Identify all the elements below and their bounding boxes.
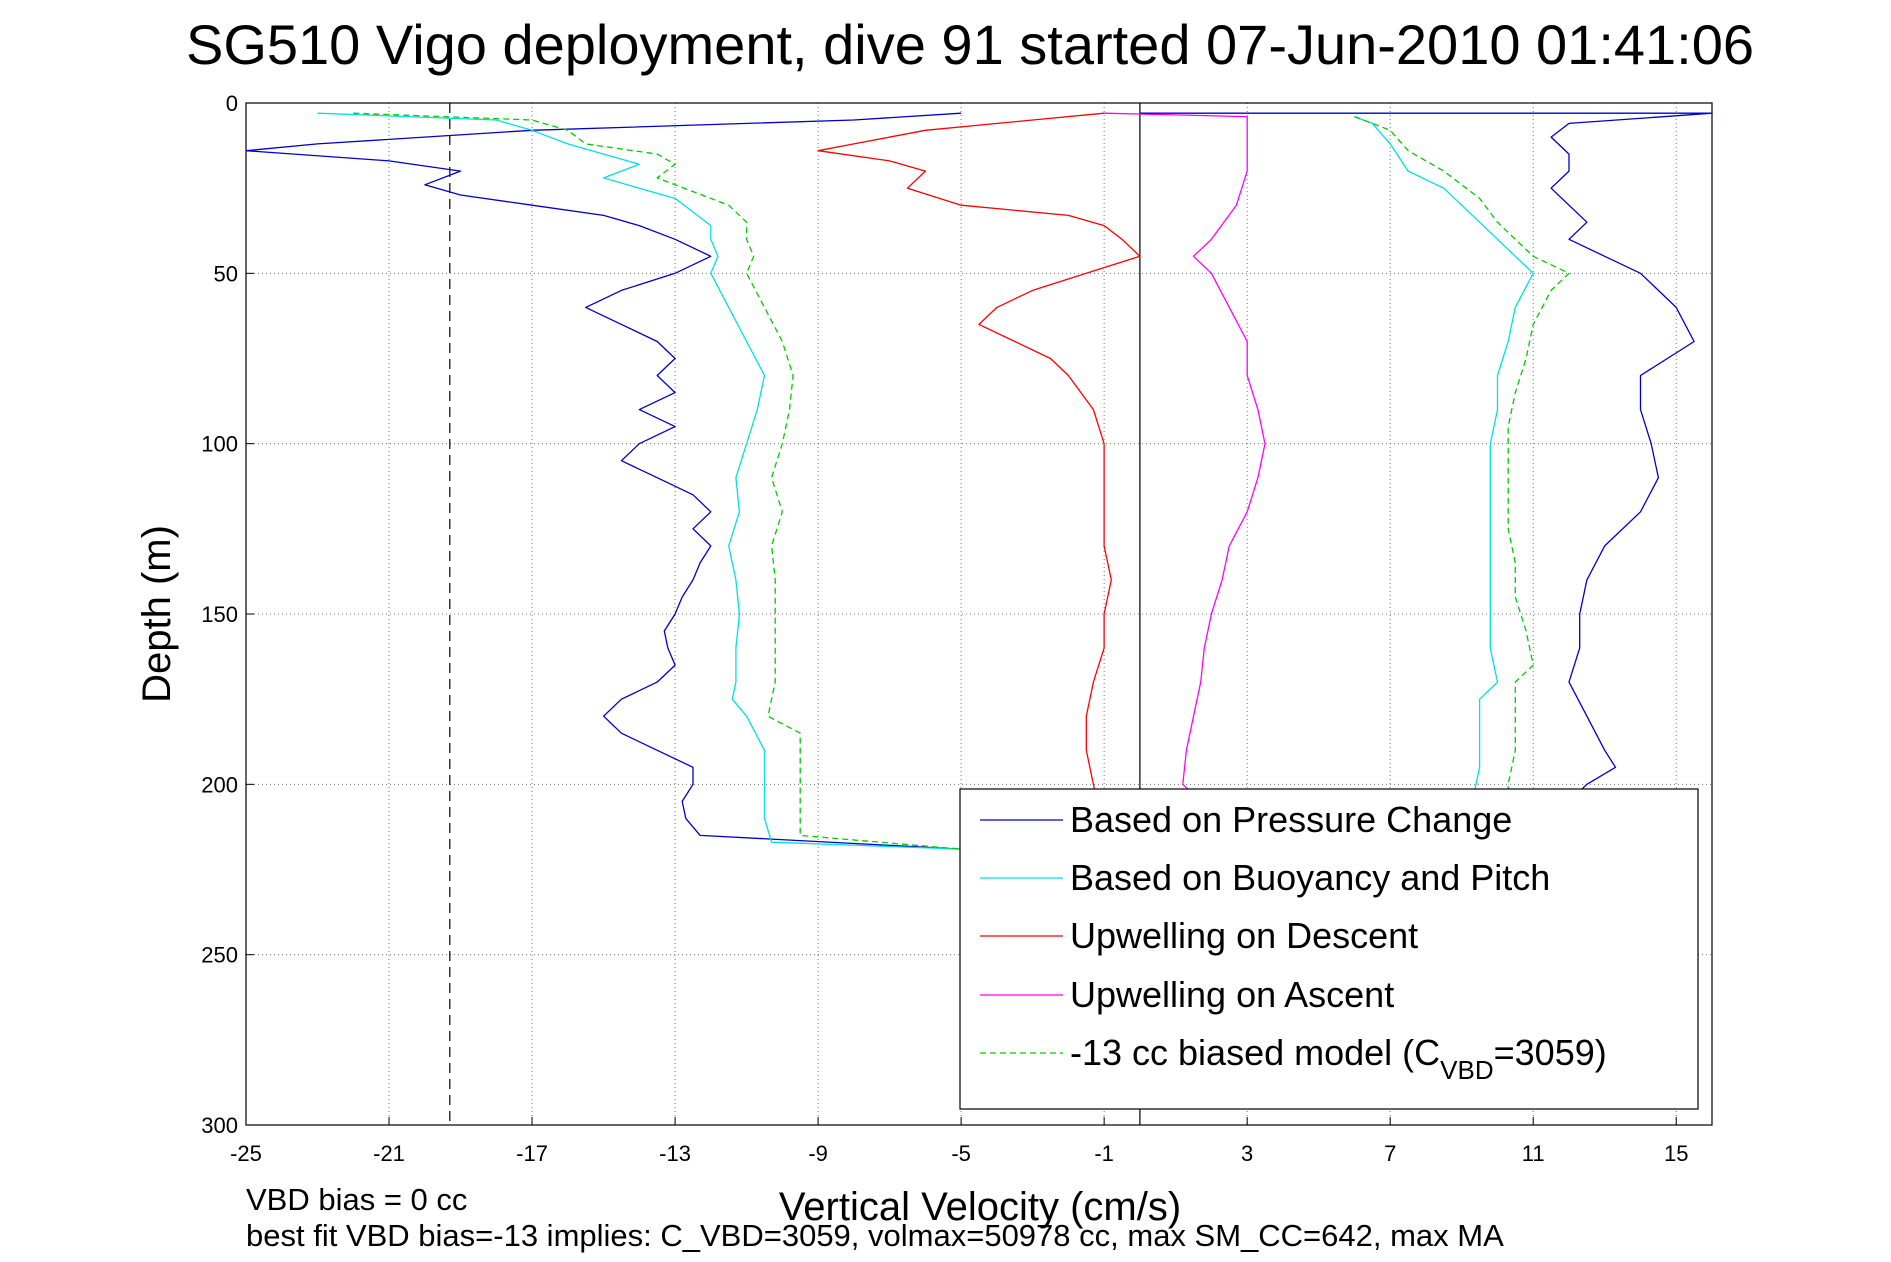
x-tick-label: 11 bbox=[1522, 1141, 1545, 1166]
legend: Based on Pressure Change Based on Buoyanc… bbox=[959, 788, 1699, 1110]
x-tick-label: -1 bbox=[1094, 1141, 1114, 1166]
footnote-best-fit: best fit VBD bias=-13 implies: C_VBD=305… bbox=[246, 1218, 1504, 1253]
x-tick-label: -13 bbox=[659, 1141, 691, 1166]
x-tick-label: -9 bbox=[808, 1141, 828, 1166]
y-tick-label: 200 bbox=[201, 772, 238, 797]
y-axis-label: Depth (m) bbox=[135, 525, 179, 703]
x-tick-label: -17 bbox=[516, 1141, 548, 1166]
legend-label: -13 cc biased model (CVBD=3059) bbox=[1070, 1032, 1607, 1085]
footnote-vbd-bias: VBD bias = 0 cc bbox=[246, 1182, 467, 1217]
legend-label: Upwelling on Descent bbox=[1070, 915, 1418, 956]
series-line-1 bbox=[245, 112, 962, 850]
x-tick-label: 15 bbox=[1664, 1141, 1688, 1166]
series-line-6 bbox=[1139, 112, 1713, 802]
series-line-7 bbox=[1354, 115, 1534, 802]
x-tick-label: -5 bbox=[951, 1141, 971, 1166]
y-tick-label: 300 bbox=[201, 1113, 238, 1138]
x-tick-label: -25 bbox=[230, 1141, 262, 1166]
x-axis-label: Vertical Velocity (cm/s) bbox=[779, 1185, 1181, 1229]
series-lines bbox=[245, 112, 1713, 850]
chart-title: SG510 Vigo deployment, dive 91 started 0… bbox=[186, 13, 1754, 76]
series-line-3 bbox=[817, 112, 1141, 802]
tick-labels: -25 -21 -17 -13 -9 -5 -1 3 7 11 150501001502002503… bbox=[201, 91, 1688, 1166]
legend-box bbox=[959, 788, 1699, 1110]
legend-label: Based on Pressure Change bbox=[1070, 799, 1512, 840]
series-line-2 bbox=[317, 112, 962, 850]
y-tick-label: 0 bbox=[226, 91, 238, 116]
legend-label: Upwelling on Ascent bbox=[1070, 974, 1394, 1015]
x-tick-label: -21 bbox=[373, 1141, 405, 1166]
series-line-4 bbox=[1104, 112, 1266, 796]
y-tick-label: 100 bbox=[201, 432, 238, 457]
series-line-5 bbox=[353, 112, 962, 850]
legend-label: Based on Buoyancy and Pitch bbox=[1070, 857, 1550, 898]
y-tick-label: 150 bbox=[201, 602, 238, 627]
plot-frame bbox=[245, 102, 1713, 1126]
y-tick-label: 250 bbox=[201, 943, 238, 968]
x-tick-label: 7 bbox=[1384, 1141, 1396, 1166]
series-line-8 bbox=[1354, 115, 1570, 802]
x-tick-label: 3 bbox=[1241, 1141, 1253, 1166]
y-tick-label: 50 bbox=[214, 261, 238, 286]
